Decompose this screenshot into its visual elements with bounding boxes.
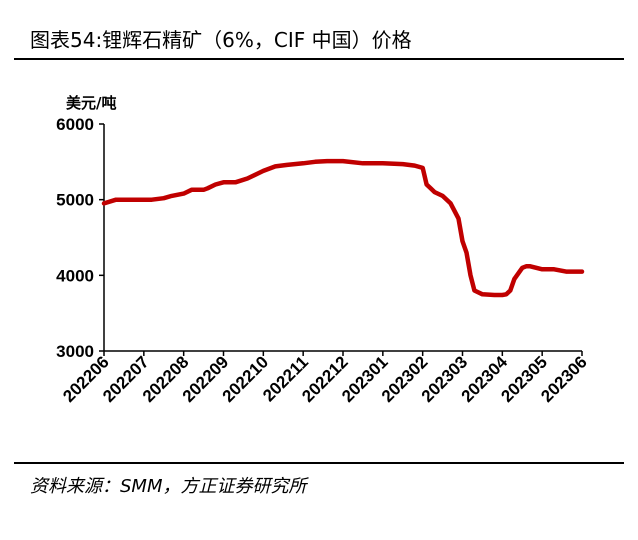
source-note: 资料来源：SMM，方正证券研究所	[30, 476, 307, 497]
price-series-line	[101, 158, 585, 298]
bottom-rule	[14, 462, 624, 464]
y-tick-label: 4000	[56, 266, 94, 285]
figure-title: 图表54:锂辉石精矿（6%，CIF 中国）价格	[30, 28, 412, 52]
y-tick-label: 3000	[56, 342, 94, 361]
y-tick-label: 5000	[56, 191, 94, 210]
y-ticks: 3000 4000 5000 6000	[56, 115, 104, 361]
y-tick-label: 6000	[56, 115, 94, 134]
x-ticks: 2022062022072022082022092022102022112022…	[59, 351, 591, 406]
top-rule	[14, 58, 624, 60]
y-axis-unit: 美元/吨	[66, 94, 116, 112]
